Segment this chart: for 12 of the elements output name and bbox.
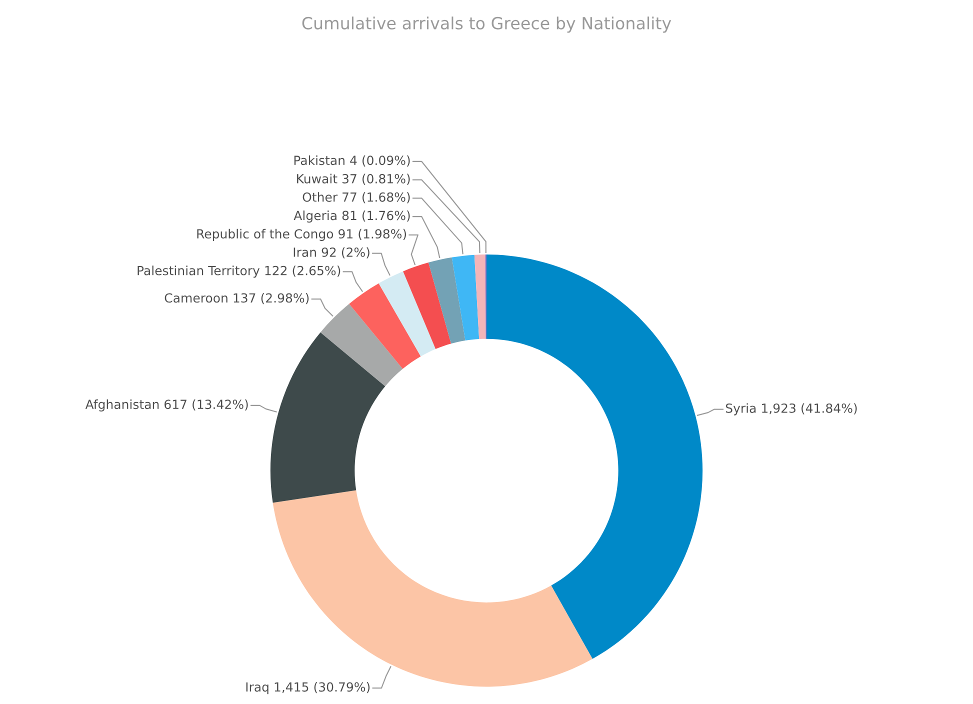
- slice-label: Pakistan 4 (0.09%): [294, 155, 410, 167]
- slice-label: Kuwait 37 (0.81%): [297, 174, 410, 185]
- slice-label: Syria 1,923 (41.84%): [726, 403, 857, 416]
- slice-label: Algeria 81 (1.76%): [294, 210, 410, 223]
- slice-label: Other 77 (1.68%): [302, 192, 410, 204]
- slice-label: Cameroon 137 (2.98%): [164, 293, 309, 304]
- slice-label: Republic of the Congo 91 (1.98%): [197, 228, 406, 241]
- chart-title: Cumulative arrivals to Greece by Nationality: [302, 16, 672, 33]
- slice-label: Afghanistan 617 (13.42%): [85, 399, 248, 412]
- slice-label: Iraq 1,415 (30.79%): [246, 682, 370, 694]
- slice-label: Palestinian Territory 122 (2.65%): [138, 266, 340, 278]
- slice-label: Iran 92 (2%): [294, 247, 370, 258]
